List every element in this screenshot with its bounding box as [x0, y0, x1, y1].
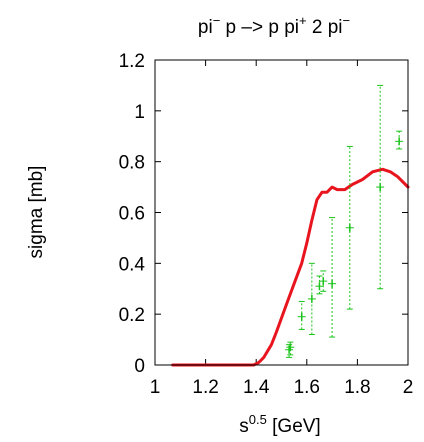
model-curve: [171, 167, 410, 367]
y-tick-label: 0.2: [119, 305, 145, 326]
data-point: [285, 344, 294, 358]
x-tick-label: 1.8: [344, 377, 370, 398]
data-point: [328, 217, 337, 338]
title-sup-3: −: [343, 13, 351, 28]
data-point: [395, 130, 404, 150]
data-point: [307, 262, 316, 335]
plot-frame: [154, 59, 409, 366]
y-axis-label: sigma [mb]: [26, 166, 47, 259]
title-part-3: 2 pi: [307, 17, 343, 38]
y-tick-label: 1.2: [119, 51, 145, 72]
data-point: [376, 84, 385, 290]
data-point: [319, 270, 328, 292]
x-tick-label: 1.4: [243, 377, 270, 398]
x-axis-label-sup: 0.5: [249, 412, 267, 427]
y-tick-label: 0.8: [119, 153, 145, 174]
data-point: [286, 341, 295, 356]
x-tick-label: 1.2: [192, 377, 218, 398]
x-tick-label: 1.6: [294, 377, 320, 398]
y-tick-label: 0.4: [119, 254, 146, 275]
x-axis-label-rest: [GeV]: [267, 416, 321, 437]
y-tick-label: 0: [134, 356, 145, 377]
title-sup-2: +: [299, 13, 307, 28]
x-tick-label: 1: [150, 377, 161, 398]
data-point: [315, 275, 324, 295]
x-axis-label-base: s: [239, 416, 249, 437]
x-axis-label: s0.5 [GeV]: [239, 412, 320, 437]
x-tick-label: 2: [403, 377, 414, 398]
title-part-1: pi: [198, 17, 213, 38]
plot-area: [171, 84, 410, 367]
data-point: [297, 300, 306, 330]
axis-ticks: 1 1.2 1.4 1.6 1.8 2 0 0.2 0.4 0.6 0.8 1 1.2: [119, 51, 414, 398]
y-tick-label: 0.6: [119, 204, 145, 225]
chart-title: pi− p –> p pi+ 2 pi−: [198, 13, 350, 38]
title-sup-1: −: [213, 13, 221, 28]
y-tick-label: 1: [134, 102, 145, 123]
title-part-2: p –> p pi: [220, 17, 299, 38]
data-point: [345, 145, 354, 310]
